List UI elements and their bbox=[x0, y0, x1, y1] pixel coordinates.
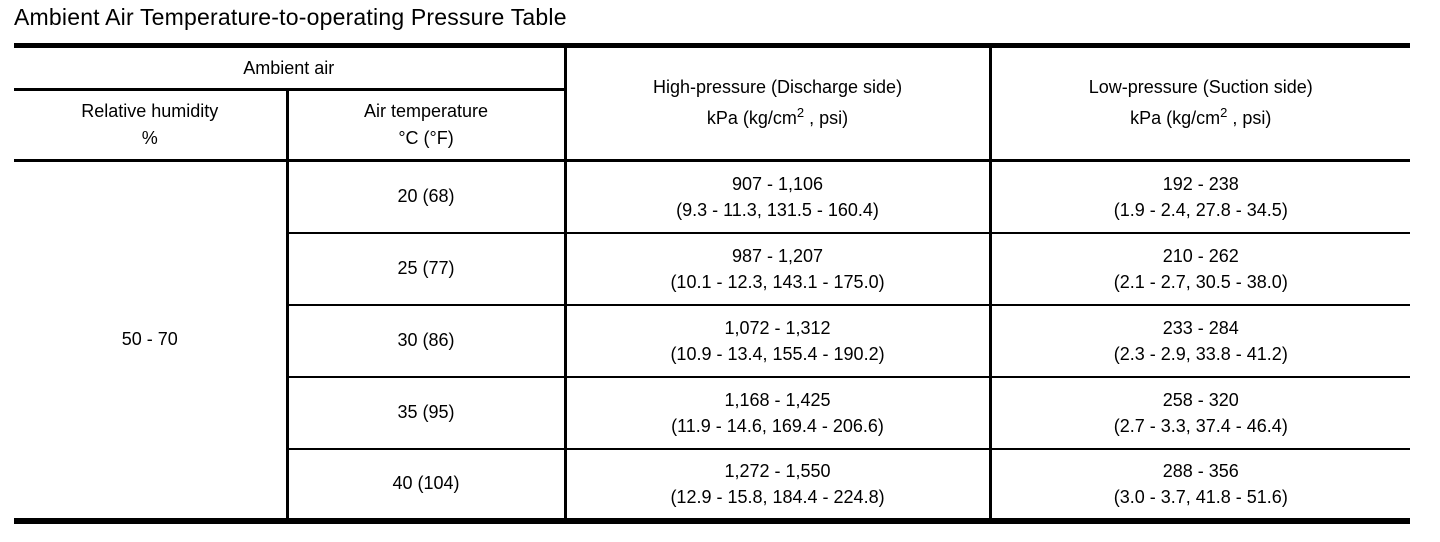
temp-cell: 20 (68) bbox=[285, 159, 567, 234]
unit-prefix: kPa (kg/cm bbox=[1130, 108, 1221, 128]
high-alt-range: (10.9 - 13.4, 155.4 - 190.2) bbox=[670, 343, 885, 364]
unit-suffix: , psi) bbox=[1227, 108, 1272, 128]
temp-cell: 35 (95) bbox=[285, 375, 567, 450]
high-alt-range: (9.3 - 11.3, 131.5 - 160.4) bbox=[676, 199, 879, 220]
high-kpa-range: 987 - 1,207 bbox=[731, 245, 824, 266]
low-alt-range: (2.1 - 2.7, 30.5 - 38.0) bbox=[1113, 271, 1288, 292]
table-row: 35 (95) 1,168 - 1,425 (11.9 - 14.6, 169.… bbox=[14, 375, 1411, 450]
temp-cell: 40 (104) bbox=[285, 447, 567, 522]
low-alt-range: (3.0 - 3.7, 41.8 - 51.6) bbox=[1113, 486, 1288, 507]
low-kpa-range: 233 - 284 bbox=[1162, 317, 1239, 338]
air-temperature-unit: °C (°F) bbox=[398, 128, 454, 148]
high-pressure-cell: 907 - 1,106 (9.3 - 11.3, 131.5 - 160.4) bbox=[563, 159, 992, 234]
unit-prefix: kPa (kg/cm bbox=[706, 108, 797, 128]
air-temperature-label: Air temperature bbox=[363, 101, 489, 121]
high-kpa-range: 907 - 1,106 bbox=[731, 173, 824, 194]
low-pressure-units: kPa (kg/cm2 , psi) bbox=[992, 103, 1411, 135]
pressure-table: Ambient air High-pressure (Discharge sid… bbox=[14, 43, 1411, 524]
high-kpa-range: 1,168 - 1,425 bbox=[724, 389, 831, 410]
header-relative-humidity: Relative humidity % bbox=[14, 88, 289, 162]
header-high-pressure: High-pressure (Discharge side) kPa (kg/c… bbox=[563, 44, 992, 162]
temp-cell: 25 (77) bbox=[285, 231, 567, 306]
relative-humidity-label: Relative humidity bbox=[81, 101, 219, 121]
high-pressure-cell: 1,072 - 1,312 (10.9 - 13.4, 155.4 - 190.… bbox=[563, 303, 992, 378]
low-kpa-range: 192 - 238 bbox=[1162, 173, 1239, 194]
low-pressure-label: Low-pressure (Suction side) bbox=[1088, 77, 1313, 97]
high-alt-range: (10.1 - 12.3, 143.1 - 175.0) bbox=[670, 271, 885, 292]
low-pressure-cell: 288 - 356 (3.0 - 3.7, 41.8 - 51.6) bbox=[988, 447, 1411, 522]
unit-suffix: , psi) bbox=[804, 108, 849, 128]
high-alt-range: (12.9 - 15.8, 184.4 - 224.8) bbox=[670, 486, 885, 507]
high-pressure-units: kPa (kg/cm2 , psi) bbox=[567, 103, 989, 135]
high-pressure-cell: 1,272 - 1,550 (12.9 - 15.8, 184.4 - 224.… bbox=[563, 447, 992, 522]
high-kpa-range: 1,072 - 1,312 bbox=[724, 317, 831, 338]
low-kpa-range: 210 - 262 bbox=[1162, 245, 1239, 266]
low-alt-range: (2.3 - 2.9, 33.8 - 41.2) bbox=[1113, 343, 1288, 364]
unit-superscript: 2 bbox=[796, 105, 805, 120]
temp-cell: 30 (86) bbox=[285, 303, 567, 378]
low-kpa-range: 258 - 320 bbox=[1162, 389, 1239, 410]
low-pressure-cell: 233 - 284 (2.3 - 2.9, 33.8 - 41.2) bbox=[988, 303, 1411, 378]
low-alt-range: (2.7 - 3.3, 37.4 - 46.4) bbox=[1113, 415, 1288, 436]
low-pressure-cell: 192 - 238 (1.9 - 2.4, 27.8 - 34.5) bbox=[988, 159, 1411, 234]
high-alt-range: (11.9 - 14.6, 169.4 - 206.6) bbox=[671, 415, 884, 436]
table-row: 50 - 70 20 (68) 907 - 1,106 (9.3 - 11.3,… bbox=[14, 159, 1411, 522]
low-pressure-cell: 210 - 262 (2.1 - 2.7, 30.5 - 38.0) bbox=[988, 231, 1411, 306]
low-pressure-cell: 258 - 320 (2.7 - 3.3, 37.4 - 46.4) bbox=[988, 375, 1411, 450]
table-row: 25 (77) 987 - 1,207 (10.1 - 12.3, 143.1 … bbox=[14, 231, 1411, 306]
header-air-temperature: Air temperature °C (°F) bbox=[285, 88, 567, 162]
high-pressure-label: High-pressure (Discharge side) bbox=[652, 77, 903, 97]
table-row: 30 (86) 1,072 - 1,312 (10.9 - 13.4, 155.… bbox=[14, 303, 1411, 378]
relative-humidity-unit: % bbox=[141, 128, 158, 148]
low-alt-range: (1.9 - 2.4, 27.8 - 34.5) bbox=[1113, 199, 1288, 220]
header-low-pressure: Low-pressure (Suction side) kPa (kg/cm2 … bbox=[988, 44, 1411, 162]
high-pressure-cell: 987 - 1,207 (10.1 - 12.3, 143.1 - 175.0) bbox=[563, 231, 992, 306]
low-kpa-range: 288 - 356 bbox=[1162, 460, 1239, 481]
unit-superscript: 2 bbox=[1220, 105, 1228, 120]
page-title: Ambient Air Temperature-to-operating Pre… bbox=[14, 4, 567, 30]
table-row: 40 (104) 1,272 - 1,550 (12.9 - 15.8, 184… bbox=[14, 447, 1411, 522]
high-kpa-range: 1,272 - 1,550 bbox=[724, 460, 831, 481]
header-ambient-air: Ambient air bbox=[14, 44, 567, 91]
high-pressure-cell: 1,168 - 1,425 (11.9 - 14.6, 169.4 - 206.… bbox=[563, 375, 992, 450]
humidity-value-cell: 50 - 70 bbox=[14, 159, 289, 522]
